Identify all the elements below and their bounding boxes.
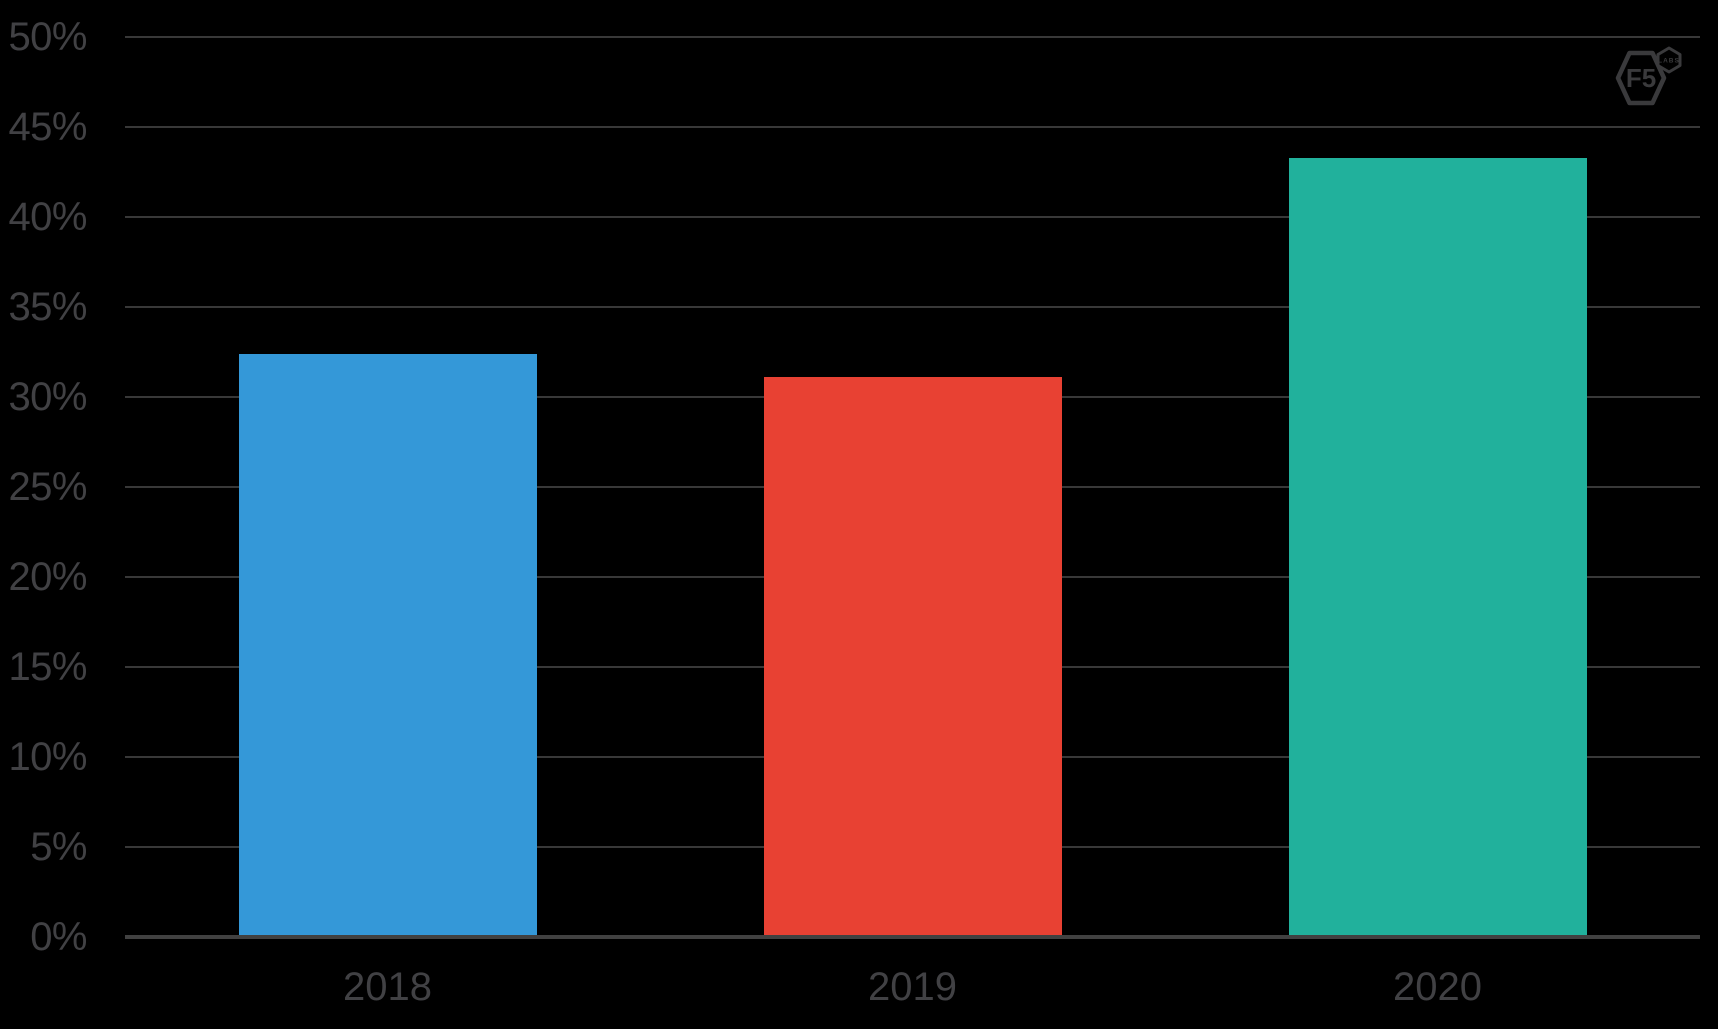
x-axis-line — [125, 935, 1700, 939]
y-tick-label-30: 30% — [8, 375, 87, 419]
gridline-40 — [125, 216, 1700, 218]
f5-labs-logo: F5 LABS — [1615, 46, 1682, 106]
gridline-50 — [125, 36, 1700, 38]
y-tick-label-40: 40% — [8, 195, 87, 239]
bar-2020 — [1288, 157, 1587, 937]
y-tick-label-15: 15% — [8, 645, 87, 689]
x-tick-label-2020: 2020 — [1393, 965, 1482, 1009]
y-tick-label-35: 35% — [8, 285, 87, 329]
bar-2018 — [238, 353, 537, 937]
labs-logo-text: LABS — [1658, 58, 1680, 65]
gridline-35 — [125, 306, 1700, 308]
y-tick-label-10: 10% — [8, 735, 87, 779]
y-tick-label-25: 25% — [8, 465, 87, 509]
y-tick-label-0: 0% — [30, 915, 87, 959]
y-tick-label-50: 50% — [8, 15, 87, 59]
y-tick-label-45: 45% — [8, 105, 87, 149]
f5-hexagon-icon — [1615, 50, 1667, 106]
y-tick-label-5: 5% — [30, 825, 87, 869]
gridline-45 — [125, 126, 1700, 128]
bar-2019 — [763, 377, 1062, 937]
x-tick-label-2018: 2018 — [343, 965, 432, 1009]
y-tick-label-20: 20% — [8, 555, 87, 599]
x-tick-label-2019: 2019 — [868, 965, 957, 1009]
f5-logo-text: F5 — [1626, 63, 1656, 93]
labs-hexagon-icon — [1656, 46, 1682, 74]
